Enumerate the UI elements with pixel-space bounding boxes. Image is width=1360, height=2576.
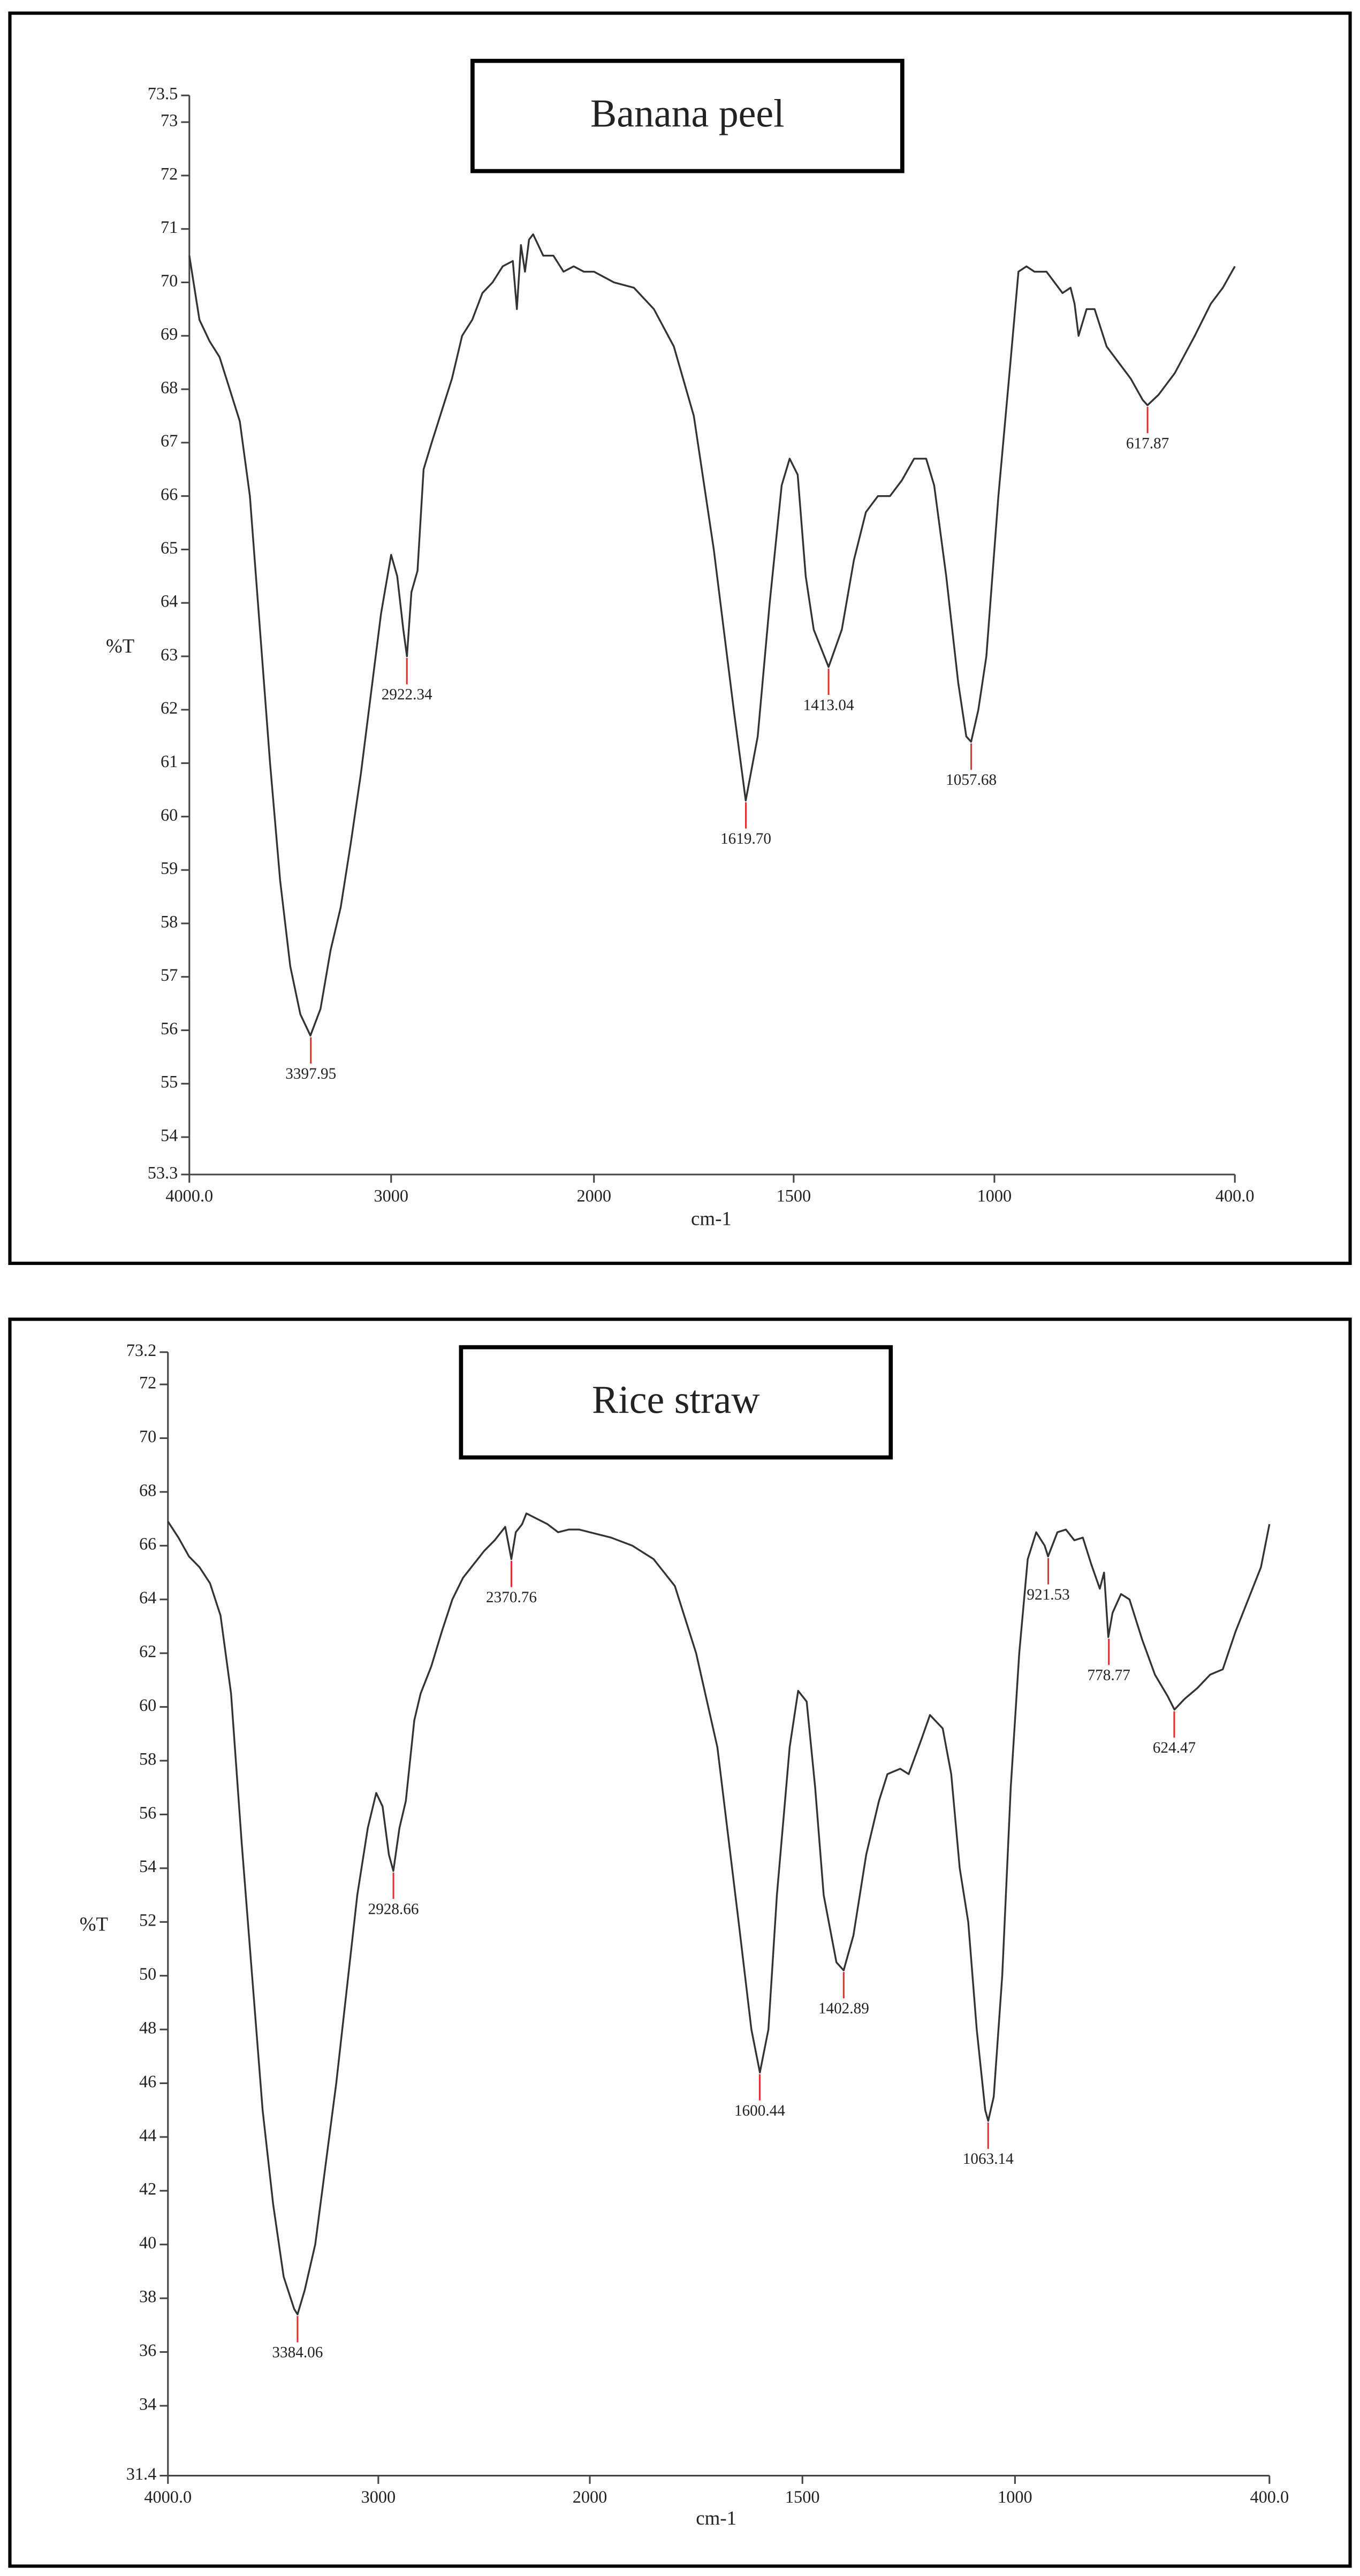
- peak-label: 1413.04: [803, 696, 854, 714]
- y-tick-label: 65: [161, 538, 178, 557]
- y-tick-label: 72: [161, 164, 178, 183]
- x-tick-label: 4000.0: [144, 2487, 192, 2506]
- x-tick-label: 1000: [977, 1186, 1012, 1205]
- panel-frame: [8, 11, 1352, 1265]
- y-tick-label: 66: [139, 1534, 156, 1554]
- chart-title: Rice straw: [592, 1378, 760, 1422]
- x-tick-label: 400.0: [1215, 1186, 1255, 1205]
- spectrum-line: [167, 1512, 1271, 2315]
- y-tick-label: 58: [161, 912, 178, 931]
- y-tick-label: 52: [139, 1911, 156, 1930]
- y-tick-label: 62: [139, 1642, 156, 1661]
- y-tick-label: 60: [139, 1695, 156, 1715]
- x-tick-label: 1500: [777, 1186, 811, 1205]
- x-axis-label: cm-1: [691, 1207, 732, 1229]
- y-tick-label: 50: [139, 1964, 156, 1983]
- y-tick-label: 56: [139, 1803, 156, 1822]
- y-tick-label: 36: [139, 2340, 156, 2360]
- y-tick-label: 38: [139, 2287, 156, 2306]
- y-tick-label: 63: [161, 645, 178, 664]
- x-tick-label: 2000: [576, 1186, 611, 1205]
- y-tick-label: 71: [161, 217, 178, 237]
- x-tick-label: 400.0: [1250, 2487, 1289, 2506]
- peak-label: 2922.34: [382, 686, 432, 703]
- y-tick-label: 68: [161, 377, 178, 397]
- x-tick-label: 3000: [361, 2487, 396, 2506]
- x-axis-label: cm-1: [696, 2507, 736, 2529]
- y-tick-label: 68: [139, 1480, 156, 1499]
- y-tick-label: 54: [139, 1857, 156, 1876]
- y-tick-label: 72: [139, 1373, 156, 1392]
- y-tick-label: 69: [161, 324, 178, 344]
- chart-title: Banana peel: [590, 92, 785, 135]
- y-tick-label: 70: [139, 1427, 156, 1446]
- y-tick-label: 34: [139, 2394, 156, 2413]
- x-tick-label: 1500: [785, 2487, 820, 2506]
- y-tick-label: 67: [161, 431, 178, 450]
- y-tick-label: 58: [139, 1749, 156, 1768]
- peak-label: 1402.89: [818, 2000, 869, 2017]
- peak-label: 3397.95: [285, 1065, 336, 1082]
- y-tick-label: 73.2: [126, 1340, 157, 1360]
- y-tick-label: 73.5: [148, 84, 178, 103]
- title-box: [459, 1345, 893, 1460]
- x-tick-label: 3000: [374, 1186, 408, 1205]
- peak-label: 1063.14: [963, 2150, 1014, 2168]
- peak-label: 624.47: [1153, 1739, 1196, 1756]
- peak-label: 921.53: [1027, 1586, 1069, 1603]
- y-tick-label: 31.4: [126, 2464, 157, 2483]
- y-tick-label: 44: [139, 2125, 156, 2145]
- y-tick-label: 66: [161, 484, 178, 504]
- panel-frame: [8, 1317, 1352, 2568]
- peak-label: 3384.06: [272, 2344, 323, 2361]
- y-axis-label: %T: [106, 635, 134, 657]
- y-tick-label: 40: [139, 2233, 156, 2252]
- y-tick-label: 53.3: [148, 1163, 178, 1182]
- y-tick-label: 46: [139, 2072, 156, 2091]
- y-tick-label: 57: [161, 965, 178, 984]
- y-tick-label: 59: [161, 859, 178, 878]
- y-tick-label: 73: [161, 111, 178, 130]
- peak-label: 1600.44: [734, 2102, 785, 2119]
- y-tick-label: 60: [161, 805, 178, 824]
- x-tick-label: 1000: [998, 2487, 1032, 2506]
- y-tick-label: 64: [161, 592, 178, 611]
- peak-label: 1057.68: [946, 771, 997, 789]
- spectrum-line: [188, 233, 1236, 1037]
- y-tick-label: 56: [161, 1019, 178, 1038]
- y-tick-label: 48: [139, 2018, 156, 2037]
- peak-label: 1619.70: [720, 830, 771, 847]
- peak-label: 778.77: [1088, 1667, 1130, 1684]
- title-box: [470, 58, 905, 173]
- y-axis-label: %T: [80, 1913, 108, 1935]
- y-tick-label: 55: [161, 1072, 178, 1092]
- y-tick-label: 42: [139, 2179, 156, 2199]
- y-tick-label: 64: [139, 1588, 156, 1607]
- y-tick-label: 62: [161, 698, 178, 717]
- x-tick-label: 2000: [573, 2487, 607, 2506]
- peak-label: 2928.66: [368, 1900, 419, 1918]
- peak-label: 2370.76: [486, 1589, 537, 1606]
- y-tick-label: 54: [161, 1126, 178, 1145]
- y-tick-label: 61: [161, 752, 178, 771]
- y-tick-label: 70: [161, 271, 178, 290]
- peak-label: 617.87: [1126, 435, 1169, 452]
- x-tick-label: 4000.0: [165, 1186, 213, 1205]
